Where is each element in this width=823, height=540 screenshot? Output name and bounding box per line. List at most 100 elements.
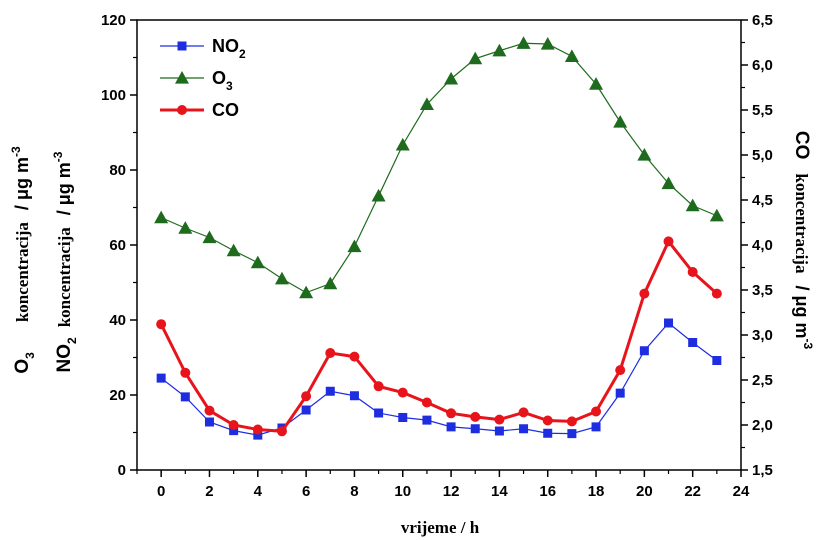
y-right-tick-label: 6,0 xyxy=(752,57,773,74)
data-point-no2 xyxy=(398,413,408,422)
data-point-o3 xyxy=(709,208,724,222)
y-right-tick-label: 5,5 xyxy=(752,102,773,119)
data-point-o3 xyxy=(419,97,434,110)
data-point-co xyxy=(276,426,287,437)
data-point-co xyxy=(301,391,312,402)
data-point-co xyxy=(373,381,384,392)
data-point-no2 xyxy=(494,426,504,436)
x-tick-label: 22 xyxy=(684,483,701,500)
data-point-co xyxy=(204,405,215,416)
data-point-no2 xyxy=(253,430,263,440)
y-right-tick-label: 3,5 xyxy=(752,282,773,299)
data-point-no2 xyxy=(301,405,311,415)
data-point-o3 xyxy=(589,77,604,90)
y-axis-left-label-o3: O3koncentracija/ μg m-3 xyxy=(9,146,37,374)
data-point-co xyxy=(180,367,191,378)
data-point-co xyxy=(397,387,408,398)
data-point-co xyxy=(446,408,457,419)
data-point-no2 xyxy=(712,356,722,365)
data-point-o3 xyxy=(516,36,531,49)
data-point-o3 xyxy=(202,230,217,244)
data-point-o3 xyxy=(371,188,386,202)
svg-text:COkoncentracija/ μg m-3: COkoncentracija/ μg m-3 xyxy=(791,131,815,350)
y-axis-right-label-co: COkoncentracija/ μg m-3 xyxy=(791,131,815,350)
data-point-co xyxy=(349,351,360,362)
series-o3 xyxy=(154,36,724,299)
series-group xyxy=(154,36,724,440)
legend-label-o3: O3 xyxy=(212,68,233,93)
y-right-tick-label: 2,5 xyxy=(752,372,773,389)
x-tick-label: 12 xyxy=(443,483,460,500)
data-point-o3 xyxy=(540,37,555,50)
data-point-no2 xyxy=(156,373,166,383)
data-point-co xyxy=(711,288,722,299)
x-axis-label: vrijeme / h xyxy=(401,518,480,537)
data-point-no2 xyxy=(422,415,432,425)
series-line-no2 xyxy=(160,322,718,436)
data-point-no2 xyxy=(639,346,649,356)
legend-item-o3: O3 xyxy=(160,68,233,93)
data-point-co xyxy=(156,319,167,330)
y-right-tick-label: 2,0 xyxy=(752,417,773,434)
data-point-no2 xyxy=(567,429,577,439)
data-point-o3 xyxy=(250,255,265,269)
y-right-tick-label: 5,0 xyxy=(752,147,773,164)
data-point-no2 xyxy=(374,408,384,418)
data-point-o3 xyxy=(685,198,700,212)
data-point-no2 xyxy=(591,422,601,432)
legend-label-co: CO xyxy=(212,100,239,120)
data-point-o3 xyxy=(395,137,410,151)
y-left-tick-label: 60 xyxy=(109,237,126,254)
data-point-co xyxy=(421,397,432,408)
y-right-tick-label: 4,5 xyxy=(752,192,773,209)
data-point-no2 xyxy=(349,391,359,401)
data-point-co xyxy=(663,236,674,247)
legend-marker-co xyxy=(177,105,187,115)
data-point-no2 xyxy=(180,392,190,402)
data-point-no2 xyxy=(688,338,698,347)
data-point-co xyxy=(615,365,626,376)
y-left-tick-label: 80 xyxy=(109,162,126,179)
data-point-co xyxy=(228,420,239,430)
data-point-co xyxy=(566,416,577,427)
legend-label-no2: NO2 xyxy=(212,36,246,61)
data-point-o3 xyxy=(613,115,628,128)
svg-text:NO2koncentracija/ μg m-3: NO2koncentracija/ μg m-3 xyxy=(51,151,79,372)
legend-item-co: CO xyxy=(160,100,239,120)
data-point-no2 xyxy=(229,426,239,436)
series-line-co xyxy=(159,238,718,433)
data-point-o3 xyxy=(299,285,314,299)
data-point-no2 xyxy=(519,424,529,434)
data-point-no2 xyxy=(325,386,335,396)
y-right-tick-label: 3,0 xyxy=(752,327,773,344)
data-point-o3 xyxy=(323,276,338,290)
data-point-co xyxy=(518,407,529,418)
data-point-o3 xyxy=(637,148,652,161)
x-tick-label: 24 xyxy=(733,483,750,500)
data-point-o3 xyxy=(226,243,241,257)
x-tick-label: 18 xyxy=(588,483,605,500)
y-right-tick-label: 6,5 xyxy=(752,12,773,29)
y-left-tick-label: 120 xyxy=(101,12,126,29)
y-left-tick-label: 100 xyxy=(101,87,126,104)
data-point-o3 xyxy=(347,239,362,253)
data-point-co xyxy=(470,411,481,422)
y-left-tick-label: 0 xyxy=(118,462,126,479)
y-axis-left: 0 20 40 60 80 100 120 xyxy=(101,12,137,479)
data-point-o3 xyxy=(564,49,579,62)
x-tick-label: 6 xyxy=(302,483,310,500)
x-tick-label: 2 xyxy=(205,483,213,500)
legend-marker-no2 xyxy=(177,41,187,51)
data-point-o3 xyxy=(154,210,169,224)
data-point-no2 xyxy=(543,428,553,438)
data-point-o3 xyxy=(274,271,289,285)
y-left-tick-label: 40 xyxy=(109,312,126,329)
data-point-o3 xyxy=(468,51,483,65)
legend: NO2 O3 CO xyxy=(160,36,246,120)
svg-text:O3koncentracija/ μg m-3: O3koncentracija/ μg m-3 xyxy=(9,146,37,374)
y-right-tick-label: 4,0 xyxy=(752,237,773,254)
x-tick-label: 0 xyxy=(157,483,165,500)
data-point-co xyxy=(494,414,505,425)
data-point-co xyxy=(687,267,698,277)
